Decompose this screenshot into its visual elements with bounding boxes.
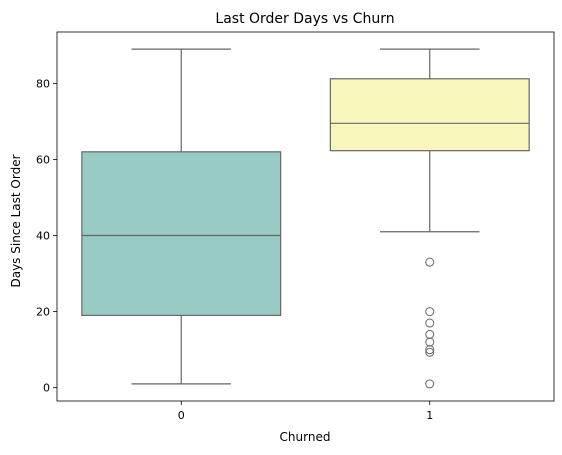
y-tick-label: 20 (36, 306, 50, 319)
y-axis: 0 20 40 60 80 (36, 77, 57, 395)
x-axis-label: Churned (280, 430, 331, 444)
y-axis-label: Days Since Last Order (9, 154, 23, 287)
y-tick-label: 40 (36, 230, 50, 243)
outlier-point (425, 345, 435, 355)
outlier-point (425, 257, 435, 267)
outlier-point (425, 307, 435, 317)
box-iqr (329, 78, 530, 152)
outlier-point (425, 318, 435, 328)
outlier-point (425, 329, 435, 339)
outlier-point (425, 337, 435, 347)
x-tick-label: 1 (426, 409, 433, 422)
y-tick-label: 80 (36, 77, 50, 90)
box-group-1 (329, 48, 530, 389)
plot-frame (56, 31, 555, 402)
outlier-point (425, 347, 435, 357)
box-group-0 (81, 48, 282, 385)
outlier-point (425, 379, 435, 389)
y-tick-label: 60 (36, 153, 50, 166)
box-iqr (81, 151, 282, 317)
y-tick-label: 0 (43, 382, 50, 395)
x-tick-label: 0 (178, 409, 185, 422)
plot-area (81, 48, 530, 389)
chart-title: Last Order Days vs Churn (215, 11, 394, 27)
